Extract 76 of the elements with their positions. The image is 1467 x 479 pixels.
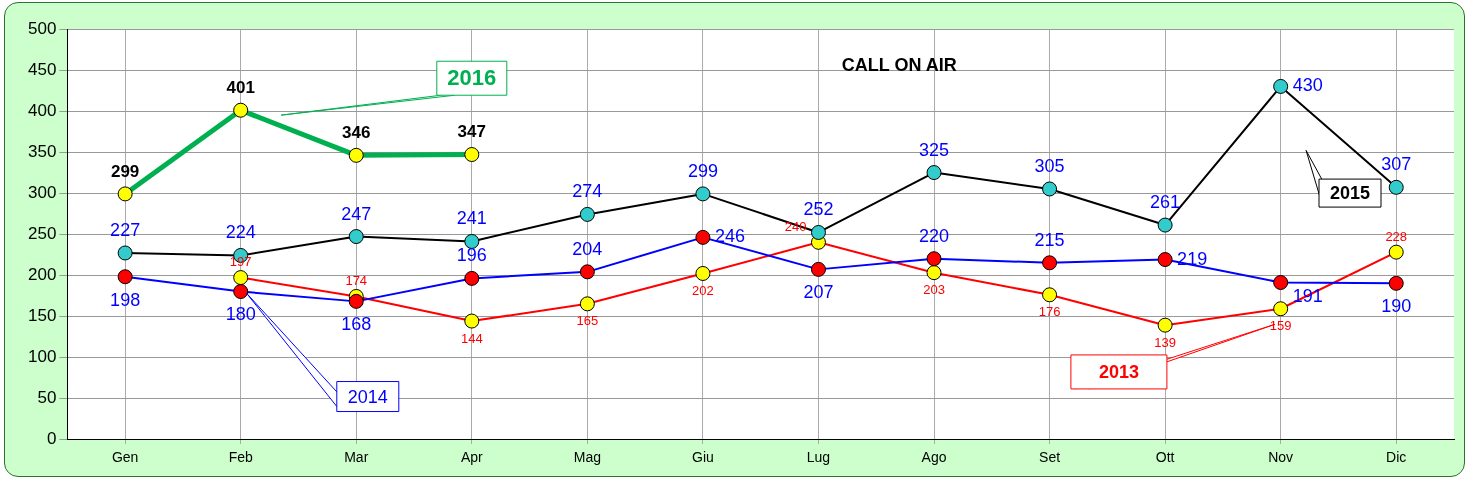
data-label: 144 xyxy=(460,330,483,346)
point xyxy=(1388,179,1404,195)
x-tick-label: Ott xyxy=(1155,449,1175,466)
point xyxy=(1042,181,1058,197)
y-tick-label: 450 xyxy=(27,59,57,79)
x-tick-label: Gen xyxy=(111,449,139,466)
data-label: 197 xyxy=(229,254,252,270)
y-tick-label: 250 xyxy=(27,223,57,243)
point xyxy=(926,165,942,181)
data-label: 139 xyxy=(1154,334,1176,350)
data-label: 215 xyxy=(1034,229,1065,250)
y-tick-label: 500 xyxy=(27,18,57,38)
x-tick-label: Dic xyxy=(1386,449,1407,466)
data-label: 176 xyxy=(1038,304,1061,320)
x-tick-label: Lug xyxy=(806,449,831,466)
point xyxy=(810,224,826,240)
x-tick-label: Feb xyxy=(228,449,253,466)
point xyxy=(464,233,480,249)
x-tick-label: Giu xyxy=(692,449,714,466)
data-label: 207 xyxy=(803,282,834,303)
data-label: 159 xyxy=(1269,318,1292,334)
data-label: 190 xyxy=(1381,296,1412,317)
data-label: 299 xyxy=(687,160,718,181)
data-label: 174 xyxy=(345,273,368,289)
y-tick-label: 50 xyxy=(37,387,57,407)
text: 2014 xyxy=(347,386,388,407)
point xyxy=(348,229,364,245)
data-label: 346 xyxy=(342,123,371,143)
data-label: 220 xyxy=(918,225,950,246)
point xyxy=(695,186,711,202)
data-label: 198 xyxy=(110,289,141,310)
x-tick-label: Ago xyxy=(921,449,947,466)
data-label: 252 xyxy=(803,199,834,220)
data-label: 241 xyxy=(456,208,487,229)
data-label: 430 xyxy=(1292,75,1323,96)
y-tick-label: 0 xyxy=(46,428,57,448)
data-label: 401 xyxy=(226,77,255,97)
data-label: 307 xyxy=(1381,154,1412,175)
x-tick-label: Nov xyxy=(1268,449,1294,466)
y-tick-label: 400 xyxy=(27,100,57,120)
data-label: 274 xyxy=(572,181,603,202)
data-label: 168 xyxy=(341,314,372,335)
y-tick-label: 150 xyxy=(27,305,57,325)
data-label: 299 xyxy=(110,161,140,181)
data-label: 261 xyxy=(1150,192,1181,213)
x-tick-label: Mag xyxy=(573,449,601,466)
y-tick-label: 100 xyxy=(27,346,57,366)
y-tick-label: 300 xyxy=(27,182,57,202)
data-label: 180 xyxy=(225,304,256,325)
y-tick-label: 200 xyxy=(27,264,57,284)
data-label: 165 xyxy=(576,313,599,329)
series-label: 2015 xyxy=(1329,183,1371,204)
text: 2016 xyxy=(447,65,497,91)
point xyxy=(1273,78,1289,94)
data-label: 219 xyxy=(1177,248,1208,269)
data-label: 224 xyxy=(225,222,256,243)
data-label: 228 xyxy=(1385,228,1408,244)
data-label: 247 xyxy=(341,203,372,224)
data-label: 227 xyxy=(110,219,141,240)
data-label: 325 xyxy=(918,139,950,160)
x-tick-label: Set xyxy=(1039,449,1061,466)
x-tick-label: Mar xyxy=(344,449,369,466)
x-tick-label: Apr xyxy=(460,449,484,466)
point xyxy=(579,206,595,222)
point xyxy=(1157,217,1173,233)
y-tick-label: 350 xyxy=(27,141,57,161)
data-label: 203 xyxy=(923,282,945,298)
data-label: 347 xyxy=(457,122,486,142)
data-label: 204 xyxy=(572,238,603,259)
text: CALL ON AIR xyxy=(841,54,957,75)
data-label: 196 xyxy=(456,245,487,266)
data-label: 305 xyxy=(1034,155,1065,176)
text: 2013 xyxy=(1098,361,1139,382)
point xyxy=(117,245,133,261)
data-label: 202 xyxy=(692,283,714,299)
data-label: 246 xyxy=(714,226,745,247)
